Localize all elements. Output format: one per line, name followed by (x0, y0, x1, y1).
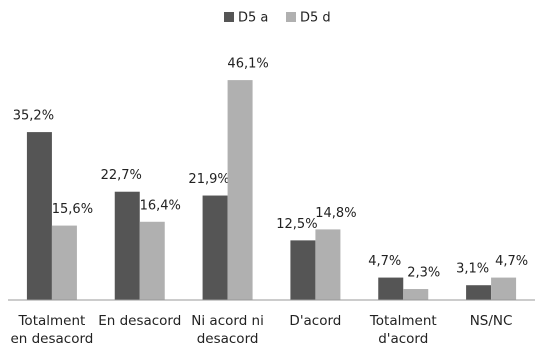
value-label: 15,6% (52, 202, 93, 217)
legend-label: D5 a (238, 11, 268, 26)
value-label: 35,2% (13, 109, 54, 124)
value-label: 22,7% (101, 168, 142, 183)
value-label: 14,8% (315, 206, 356, 221)
bar (227, 80, 253, 300)
x-tick-label: Totalment en desacord (10, 313, 94, 347)
bar (51, 225, 77, 300)
value-label: 16,4% (140, 198, 181, 213)
bar (114, 191, 140, 300)
x-tick-label: D'acord (289, 313, 342, 329)
value-label: 2,3% (407, 266, 440, 281)
bar (315, 229, 341, 300)
bar (466, 285, 492, 300)
value-label: 12,5% (276, 217, 317, 232)
value-label: 46,1% (227, 57, 268, 72)
value-label: 4,7% (495, 254, 528, 269)
value-label: 3,1% (456, 262, 489, 277)
bar (26, 132, 52, 300)
bar (290, 240, 316, 300)
x-tick-label: Ni acord ni desacord (191, 313, 264, 347)
bar (403, 289, 429, 300)
bar (139, 221, 165, 300)
value-label: 21,9% (188, 172, 229, 187)
legend-swatch (286, 12, 296, 22)
x-tick-label: NS/NC (469, 313, 513, 329)
legend-swatch (224, 12, 234, 22)
bar (202, 195, 228, 300)
bar (491, 277, 517, 300)
x-tick-label: Totalment d'acord (369, 313, 437, 347)
x-tick-label: En desacord (98, 313, 182, 329)
value-label: 4,7% (368, 254, 401, 269)
legend-label: D5 d (300, 11, 331, 26)
bar (378, 277, 404, 300)
